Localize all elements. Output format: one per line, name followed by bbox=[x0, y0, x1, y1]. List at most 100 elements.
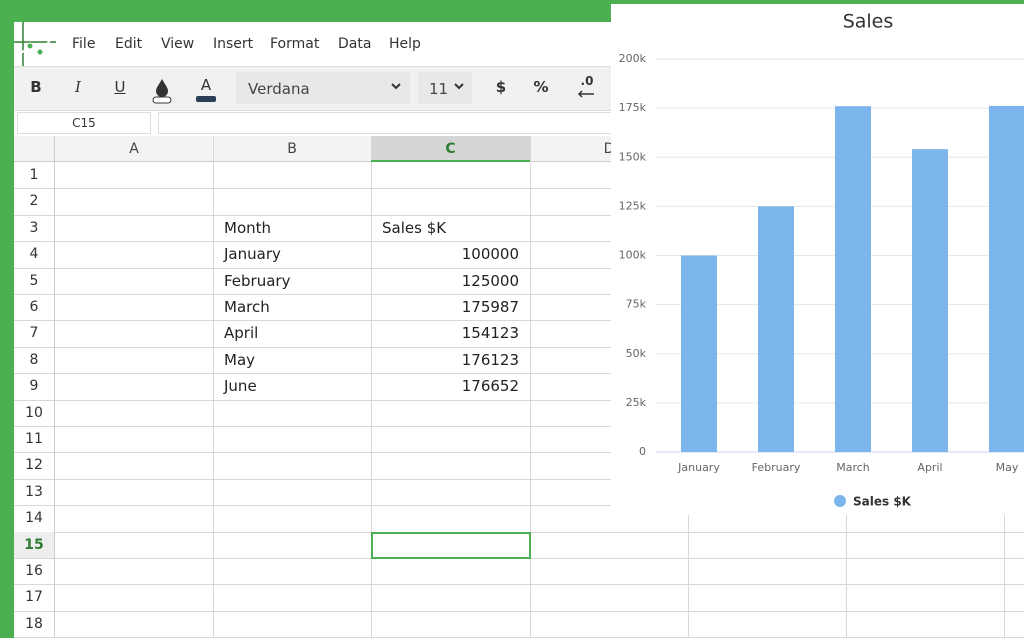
font-size: 11 bbox=[429, 80, 449, 98]
y-tick-label: 25k bbox=[626, 396, 647, 409]
chart-background bbox=[611, 4, 1024, 515]
cell[interactable]: 175987 bbox=[461, 298, 519, 316]
font-name: Verdana bbox=[248, 80, 310, 98]
column-line bbox=[530, 136, 531, 638]
row-line bbox=[14, 478, 1024, 480]
cell[interactable]: 125000 bbox=[461, 271, 519, 290]
bar bbox=[989, 105, 1024, 452]
bar bbox=[681, 255, 717, 452]
legend-marker bbox=[834, 495, 846, 507]
row-line bbox=[14, 267, 1024, 269]
row-line bbox=[14, 373, 1024, 375]
row-header[interactable]: 7 bbox=[14, 320, 55, 347]
row-header[interactable]: 12 bbox=[14, 452, 55, 479]
menu-item[interactable]: Help bbox=[389, 36, 421, 52]
cell[interactable]: Month bbox=[224, 218, 272, 237]
bar bbox=[835, 106, 871, 452]
currency-button[interactable]: $ bbox=[495, 78, 507, 96]
column-header[interactable]: C bbox=[371, 136, 530, 162]
font-size-dropdown[interactable] bbox=[418, 72, 472, 104]
cell[interactable]: February bbox=[224, 271, 291, 290]
cell[interactable]: Sales $K bbox=[382, 218, 447, 237]
row-line bbox=[14, 452, 1024, 454]
italic-button[interactable]: I bbox=[75, 78, 81, 96]
y-tick-label: 150k bbox=[619, 150, 647, 163]
cell[interactable]: 100000 bbox=[461, 245, 519, 264]
chart: Sales 0 25k 50k 75k 100k 125k 150k 175k 200k Janu… bbox=[611, 4, 1024, 515]
menu-item[interactable]: Edit bbox=[115, 36, 143, 52]
legend-label: Sales $K bbox=[853, 495, 912, 509]
row-header[interactable]: 11 bbox=[14, 426, 55, 453]
menu-item[interactable]: Format bbox=[270, 36, 320, 52]
y-tick-label: 75k bbox=[626, 298, 647, 311]
underline-button[interactable]: U bbox=[114, 78, 126, 96]
row-header[interactable]: 5 bbox=[14, 267, 55, 294]
column-line bbox=[213, 136, 214, 638]
chart-title: Sales bbox=[843, 11, 894, 33]
cell[interactable]: January bbox=[224, 245, 281, 264]
cell[interactable]: June bbox=[224, 377, 257, 396]
dropdown-arrow bbox=[391, 83, 401, 90]
row-header[interactable]: 9 bbox=[14, 373, 55, 400]
bold-button[interactable]: B bbox=[30, 78, 42, 96]
y-tick-label: 175k bbox=[619, 101, 647, 114]
dropdown-arrow bbox=[454, 83, 464, 90]
row-header[interactable]: 3 bbox=[14, 214, 55, 242]
name-box[interactable]: C15 bbox=[17, 112, 151, 134]
x-tick-label: April bbox=[917, 461, 942, 474]
x-tick-label: February bbox=[752, 461, 801, 474]
y-tick-label: 100k bbox=[619, 249, 647, 262]
menu-item[interactable]: Insert bbox=[213, 36, 254, 52]
decimal-arrow bbox=[577, 90, 594, 98]
cell[interactable]: 176123 bbox=[461, 350, 519, 369]
row-header[interactable]: 13 bbox=[14, 478, 55, 506]
cell[interactable]: May bbox=[224, 350, 256, 369]
row-line bbox=[14, 214, 1024, 216]
row-line bbox=[14, 584, 1024, 586]
cell[interactable]: March bbox=[224, 298, 270, 316]
row-line bbox=[14, 294, 1024, 295]
menu-item[interactable]: File bbox=[72, 36, 96, 52]
column-line bbox=[371, 136, 372, 638]
font-dropdown[interactable] bbox=[236, 72, 410, 104]
decimal-button[interactable]: .0 bbox=[580, 74, 594, 88]
cell[interactable]: 154123 bbox=[461, 324, 519, 343]
row-header[interactable]: 4 bbox=[14, 241, 55, 268]
menu-item[interactable]: View bbox=[161, 36, 195, 52]
row-line bbox=[14, 346, 1024, 348]
corner bbox=[14, 136, 55, 162]
row-line bbox=[14, 505, 1024, 507]
row-header[interactable]: 16 bbox=[14, 558, 55, 585]
menu-item[interactable]: Data bbox=[338, 36, 372, 52]
row-header[interactable]: 10 bbox=[14, 399, 55, 426]
column-header[interactable]: A bbox=[129, 141, 139, 157]
row-line bbox=[14, 426, 1024, 427]
row-header[interactable]: 8 bbox=[14, 346, 55, 374]
column-header[interactable]: B bbox=[287, 141, 297, 157]
y-tick-label: 0 bbox=[639, 445, 646, 458]
logo bbox=[14, 22, 56, 66]
cell[interactable]: April bbox=[224, 324, 259, 343]
row-header[interactable]: 15 bbox=[14, 531, 55, 558]
y-tick-label: 200k bbox=[619, 52, 647, 65]
bar bbox=[758, 206, 794, 452]
fill-color-button[interactable] bbox=[150, 76, 174, 104]
cell[interactable]: 176652 bbox=[461, 377, 519, 396]
row-header[interactable]: 14 bbox=[14, 505, 55, 532]
x-tick-label: January bbox=[677, 461, 720, 474]
row-header[interactable]: 6 bbox=[14, 294, 55, 321]
bar bbox=[912, 149, 948, 452]
column-header[interactable]: D bbox=[603, 141, 615, 157]
y-tick-label: 125k bbox=[619, 199, 647, 212]
row-header[interactable]: 2 bbox=[14, 188, 55, 215]
row-line bbox=[14, 241, 1024, 243]
row-header[interactable]: 17 bbox=[14, 584, 55, 611]
y-tick-label: 50k bbox=[626, 347, 647, 360]
text-color-button[interactable]: A bbox=[200, 76, 212, 94]
active-cell[interactable] bbox=[371, 531, 531, 559]
percent-button[interactable]: % bbox=[533, 78, 549, 96]
row-header[interactable]: 1 bbox=[14, 162, 55, 189]
row-line bbox=[14, 188, 1024, 190]
row-header[interactable]: 18 bbox=[14, 610, 55, 638]
